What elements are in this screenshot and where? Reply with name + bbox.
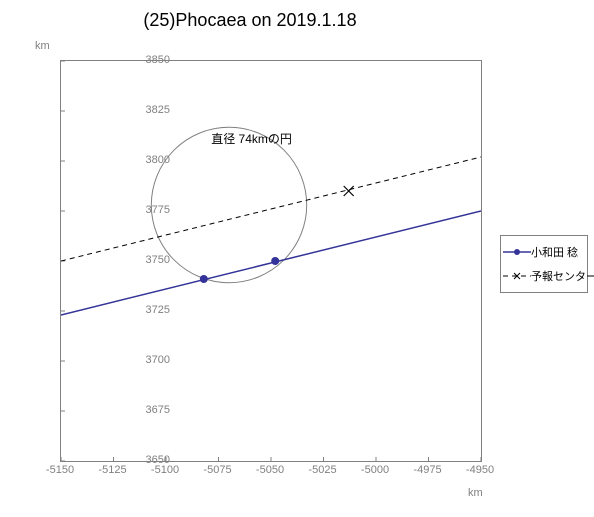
x-tick-label: -5125 [98, 464, 126, 476]
x-tick-label: -5000 [361, 464, 389, 476]
y-tick-label: 3850 [146, 54, 170, 66]
y-tick-label: 3725 [146, 304, 170, 316]
x-axis-unit: km [468, 487, 483, 499]
legend-label: 小和田 稔 [531, 244, 578, 260]
legend: 小和田 稔 予報センター [500, 235, 588, 293]
x-tick-label: -5050 [256, 464, 284, 476]
y-tick-label: 3825 [146, 104, 170, 116]
legend-item: 予報センター [503, 264, 585, 288]
x-tick-label: -4950 [466, 464, 494, 476]
y-tick-label: 3800 [146, 154, 170, 166]
y-tick-label: 3775 [146, 204, 170, 216]
circle-annotation: 直径 74kmの円 [211, 130, 292, 147]
y-tick-label: 3750 [146, 254, 170, 266]
y-tick-label: 3700 [146, 354, 170, 366]
x-tick-label: -5100 [151, 464, 179, 476]
chart-container: (25)Phocaea on 2019.1.18 km km 365036753… [0, 0, 594, 517]
legend-label: 予報センター [531, 268, 594, 284]
x-tick-label: -4975 [413, 464, 441, 476]
chart-title: (25)Phocaea on 2019.1.18 [0, 10, 500, 31]
y-tick-label: 3675 [146, 404, 170, 416]
legend-item: 小和田 稔 [503, 240, 585, 264]
plot-area [60, 60, 482, 462]
plot-svg [61, 61, 481, 461]
x-tick-label: -5025 [308, 464, 336, 476]
legend-sample-center [503, 269, 531, 283]
x-tick-label: -5150 [46, 464, 74, 476]
x-tick-label: -5075 [203, 464, 231, 476]
legend-sample-owada [503, 245, 531, 259]
y-axis-unit: km [35, 40, 50, 52]
